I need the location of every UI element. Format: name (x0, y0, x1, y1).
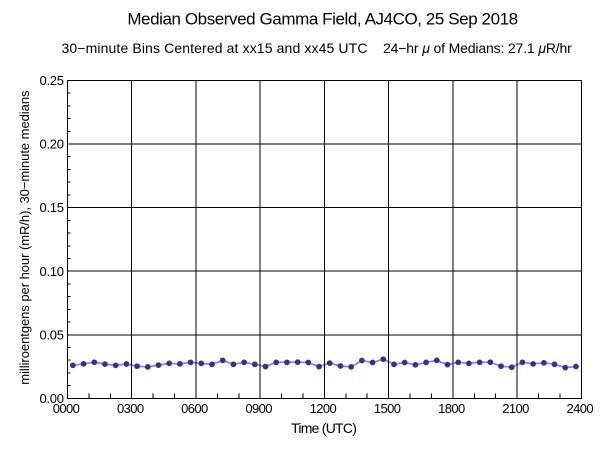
svg-text:0000: 0000 (53, 401, 80, 416)
svg-text:1500: 1500 (374, 401, 401, 416)
svg-text:0.00: 0.00 (40, 391, 64, 406)
svg-text:0.25: 0.25 (40, 73, 64, 88)
svg-text:0.20: 0.20 (40, 137, 64, 152)
svg-text:Median Observed Gamma Field, A: Median Observed Gamma Field, AJ4CO, 25 S… (127, 9, 517, 28)
svg-text:0300: 0300 (117, 401, 144, 416)
svg-text:0600: 0600 (181, 401, 208, 416)
svg-text:0.10: 0.10 (40, 264, 64, 279)
svg-text:0.15: 0.15 (40, 200, 64, 215)
svg-text:24−hr μ of Medians: 27.1 μR/hr: 24−hr μ of Medians: 27.1 μR/hr (383, 40, 572, 56)
svg-text:2400: 2400 (567, 401, 594, 416)
svg-text:2100: 2100 (502, 401, 529, 416)
svg-text:1800: 1800 (438, 401, 465, 416)
svg-text:0900: 0900 (245, 401, 272, 416)
svg-text:0.05: 0.05 (40, 327, 64, 342)
svg-text:milliroentgens per hour (mR/h): milliroentgens per hour (mR/h), 30−minut… (17, 90, 32, 385)
svg-text:1200: 1200 (310, 401, 337, 416)
svg-text:30−minute Bins Centered at xx1: 30−minute Bins Centered at xx15 and xx45… (62, 40, 368, 56)
svg-text:Time (UTC): Time (UTC) (291, 420, 356, 436)
